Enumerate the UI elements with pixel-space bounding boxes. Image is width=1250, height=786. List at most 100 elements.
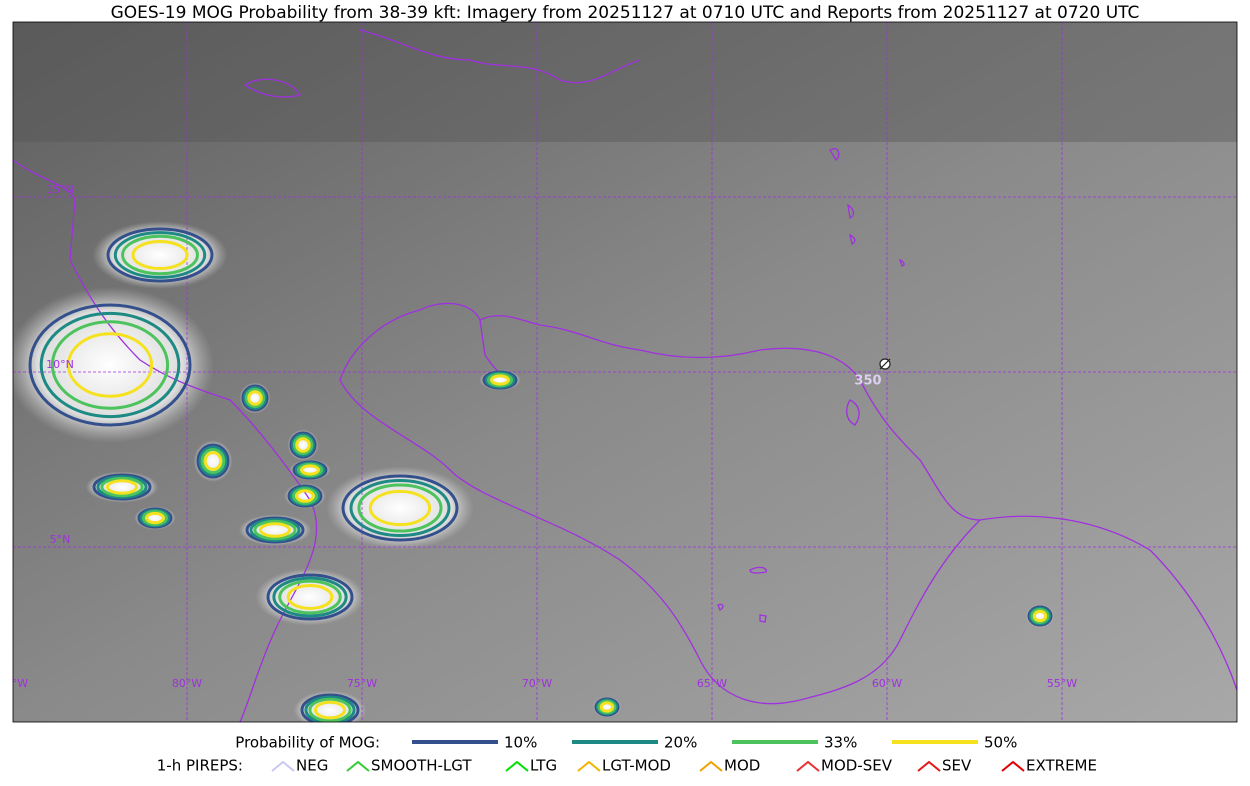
contour — [490, 374, 510, 386]
lat-label: 10°N — [46, 358, 74, 371]
contour — [131, 239, 189, 271]
pirep-neg-slash — [879, 358, 891, 370]
contour — [292, 434, 314, 456]
contour — [113, 231, 207, 279]
contour — [486, 372, 514, 388]
pirep-symbol — [699, 760, 723, 772]
pirep-label: 350 — [854, 374, 881, 389]
cloud-band — [13, 22, 1237, 142]
lon-label: 75°W — [347, 677, 377, 690]
contour — [141, 510, 169, 526]
contour — [368, 489, 432, 527]
contour — [278, 579, 342, 615]
lon-label: 55°W — [1047, 677, 1077, 690]
lat-label: 15°N — [46, 183, 74, 196]
contour — [258, 522, 292, 538]
contour — [1030, 608, 1050, 624]
legend-label: NEG — [296, 757, 328, 775]
contour — [247, 390, 263, 406]
cloud-top — [255, 568, 365, 626]
contour — [296, 462, 324, 478]
contour — [599, 701, 615, 713]
graticule-labels: 85°W 80°W 75°W 70°W 65°W 60°W 55°W 15°N 10°N 5°N — [0, 183, 1077, 690]
legend-title: 1-h PIREPS: — [157, 757, 243, 775]
contour — [597, 699, 617, 715]
legend-label: EXTREME — [1026, 757, 1097, 775]
contour — [196, 443, 230, 479]
contour — [357, 483, 443, 533]
mog-contours — [28, 227, 1053, 722]
contour — [289, 431, 317, 459]
contour — [272, 576, 348, 618]
legend-title: Probability of MOG: — [235, 734, 380, 752]
coastlines — [13, 29, 1237, 722]
contour — [203, 451, 223, 471]
contour — [300, 693, 360, 722]
lon-label: 70°W — [522, 677, 552, 690]
contour — [291, 487, 319, 505]
contour — [244, 387, 266, 409]
contour — [145, 511, 165, 525]
contour — [341, 474, 459, 542]
map-frame — [12, 21, 1238, 723]
legend-label: 10% — [504, 734, 537, 752]
cloud-top — [13, 287, 214, 443]
contour — [243, 386, 267, 410]
lon-label: 60°W — [872, 677, 902, 690]
pirep-symbol — [796, 760, 820, 772]
map: 350 85°W 80°W 75°W 70°W 65°W 60°W 55°W 15°N 10°N… — [0, 22, 1237, 722]
lon-label: 80°W — [172, 677, 202, 690]
contour — [1032, 609, 1048, 623]
contour — [300, 464, 320, 476]
contour — [249, 518, 301, 542]
contour — [66, 332, 154, 398]
pirep-symbol — [1001, 760, 1025, 772]
contour — [28, 303, 192, 427]
legend-label: LGT-MOD — [602, 757, 671, 775]
pirep-symbol — [917, 760, 941, 772]
contour — [39, 311, 181, 419]
contour — [200, 447, 226, 475]
lon-label: 85°W — [0, 677, 28, 690]
pirep-symbol — [505, 760, 529, 772]
contour — [349, 478, 451, 538]
contour — [286, 584, 334, 610]
cloud-top — [325, 466, 475, 550]
legend-label: LTG — [530, 757, 557, 775]
cloud-top — [92, 221, 228, 289]
contour — [100, 476, 144, 498]
legend: Probability of MOG: 10% 20% 33% 50% 1-h PIREP… — [157, 734, 1097, 775]
contour — [105, 479, 139, 495]
contour — [50, 320, 170, 410]
contour — [198, 445, 228, 477]
legend-label: MOD-SEV — [821, 757, 893, 775]
pirep-symbol — [577, 760, 601, 772]
contour — [96, 475, 148, 499]
contour — [241, 384, 269, 412]
contour — [121, 234, 199, 276]
contour — [245, 516, 305, 544]
contour — [313, 700, 347, 720]
contour — [266, 573, 354, 621]
contour — [92, 473, 152, 501]
legend-label: 50% — [984, 734, 1017, 752]
contour — [106, 227, 214, 283]
legend-label: SEV — [942, 757, 972, 775]
contour — [295, 489, 315, 503]
legend-label: MOD — [724, 757, 760, 775]
graticule — [13, 22, 1237, 722]
legend-label: 20% — [664, 734, 697, 752]
legend-label: 33% — [824, 734, 857, 752]
contour — [253, 519, 297, 541]
contour — [295, 437, 311, 453]
contour — [308, 697, 352, 722]
contour — [304, 695, 356, 722]
pirep-marker: 350 — [854, 358, 891, 389]
lon-label: 65°W — [697, 677, 727, 690]
title: GOES-19 MOG Probability from 38-39 kft: … — [111, 3, 1140, 23]
legend-label: SMOOTH-LGT — [371, 757, 472, 775]
contour — [291, 433, 315, 457]
pirep-symbol — [346, 760, 370, 772]
